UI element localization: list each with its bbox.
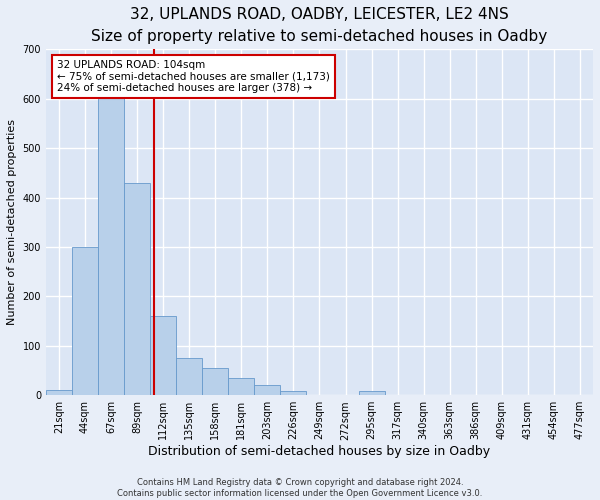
- Bar: [46, 390, 72, 395]
- Y-axis label: Number of semi-detached properties: Number of semi-detached properties: [7, 120, 17, 326]
- Title: 32, UPLANDS ROAD, OADBY, LEICESTER, LE2 4NS
Size of property relative to semi-de: 32, UPLANDS ROAD, OADBY, LEICESTER, LE2 …: [91, 7, 548, 44]
- Text: Contains HM Land Registry data © Crown copyright and database right 2024.
Contai: Contains HM Land Registry data © Crown c…: [118, 478, 482, 498]
- Bar: [72, 247, 98, 395]
- Bar: [124, 183, 150, 395]
- Bar: [150, 316, 176, 395]
- Bar: [202, 368, 228, 395]
- Bar: [280, 391, 307, 395]
- Bar: [228, 378, 254, 395]
- Bar: [176, 358, 202, 395]
- Bar: [98, 89, 124, 395]
- Bar: [254, 386, 280, 395]
- X-axis label: Distribution of semi-detached houses by size in Oadby: Distribution of semi-detached houses by …: [148, 445, 491, 458]
- Text: 32 UPLANDS ROAD: 104sqm
← 75% of semi-detached houses are smaller (1,173)
24% of: 32 UPLANDS ROAD: 104sqm ← 75% of semi-de…: [57, 60, 329, 93]
- Bar: [359, 391, 385, 395]
